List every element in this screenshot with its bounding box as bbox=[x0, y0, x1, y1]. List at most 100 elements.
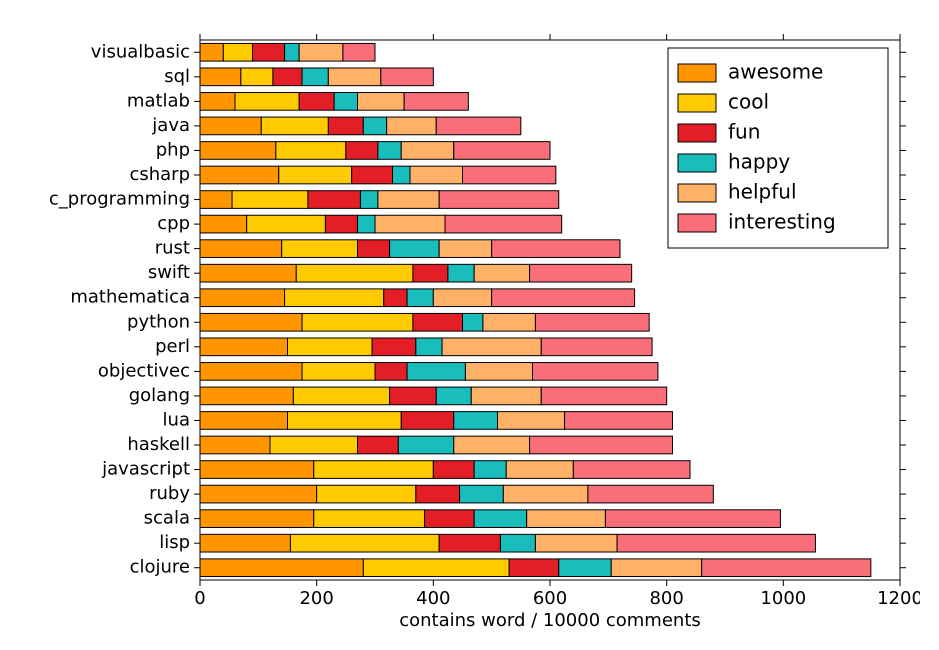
bar-segment bbox=[200, 363, 302, 381]
bar-segment bbox=[503, 485, 588, 503]
bar-segment bbox=[439, 191, 559, 209]
x-tick-label: 400 bbox=[416, 588, 450, 609]
bar-segment bbox=[533, 363, 658, 381]
bar-segment bbox=[314, 461, 434, 479]
bar-segment bbox=[296, 264, 413, 282]
bar-segment bbox=[288, 338, 373, 356]
y-tick-label: sql bbox=[164, 66, 190, 87]
bar-segment bbox=[509, 559, 559, 577]
bar-segment bbox=[527, 510, 606, 528]
x-axis-label: contains word / 10000 comments bbox=[399, 610, 701, 630]
bar-segment bbox=[471, 387, 541, 405]
bar-segment bbox=[407, 289, 433, 307]
bar-segment bbox=[285, 289, 384, 307]
bar-segment bbox=[200, 338, 288, 356]
bar-segment bbox=[530, 436, 673, 454]
x-tick-label: 1200 bbox=[877, 588, 920, 609]
bar-segment bbox=[483, 313, 535, 331]
bar-segment bbox=[200, 559, 363, 577]
bar-segment bbox=[325, 215, 357, 233]
bar-segment bbox=[358, 240, 390, 258]
bar-segment bbox=[302, 363, 375, 381]
legend-swatch bbox=[678, 184, 716, 202]
bar-segment bbox=[378, 191, 439, 209]
bar-segment bbox=[282, 240, 358, 258]
bar-segment bbox=[334, 93, 357, 111]
bar-segment bbox=[413, 313, 463, 331]
bar-segment bbox=[407, 363, 465, 381]
y-tick-label: haskell bbox=[127, 434, 190, 455]
bar-segment bbox=[492, 289, 635, 307]
bar-segment bbox=[200, 534, 290, 552]
bar-segment bbox=[299, 93, 334, 111]
legend-label: happy bbox=[728, 150, 790, 174]
bar-segment bbox=[433, 461, 474, 479]
bar-segment bbox=[500, 534, 535, 552]
bar-segment bbox=[200, 93, 235, 111]
bar-segment bbox=[270, 436, 358, 454]
bar-segment bbox=[375, 363, 407, 381]
y-tick-label: csharp bbox=[129, 164, 190, 185]
bar-segment bbox=[285, 43, 300, 61]
x-tick-label: 600 bbox=[533, 588, 567, 609]
bar-segment bbox=[454, 412, 498, 430]
bar-segment bbox=[328, 117, 363, 135]
bar-segment bbox=[358, 215, 376, 233]
y-tick-label: scala bbox=[144, 508, 190, 529]
y-tick-label: java bbox=[151, 115, 190, 136]
x-tick-label: 1000 bbox=[760, 588, 806, 609]
bar-segment bbox=[241, 68, 273, 86]
bar-segment bbox=[425, 510, 475, 528]
chart-svg: visualbasicsqlmatlabjavaphpcsharpc_progr… bbox=[20, 20, 920, 630]
bar-segment bbox=[390, 240, 440, 258]
bar-segment bbox=[200, 412, 288, 430]
bar-segment bbox=[433, 289, 491, 307]
bar-segment bbox=[279, 166, 352, 184]
bar-segment bbox=[253, 43, 285, 61]
bar-segment bbox=[299, 43, 343, 61]
y-tick-label: ruby bbox=[149, 483, 190, 504]
bar-segment bbox=[465, 363, 532, 381]
bar-segment bbox=[401, 412, 454, 430]
bar-segment bbox=[200, 142, 276, 160]
bar-segment bbox=[588, 485, 713, 503]
bar-segment bbox=[611, 559, 701, 577]
bar-segment bbox=[541, 387, 666, 405]
x-tick-label: 200 bbox=[299, 588, 333, 609]
bar-segment bbox=[404, 93, 468, 111]
y-tick-label: visualbasic bbox=[91, 41, 190, 62]
bar-segment bbox=[200, 215, 247, 233]
bar-segment bbox=[535, 313, 649, 331]
legend-swatch bbox=[678, 64, 716, 82]
bar-segment bbox=[573, 461, 690, 479]
bar-segment bbox=[541, 338, 652, 356]
y-tick-label: c_programming bbox=[49, 189, 190, 210]
y-tick-label: javascript bbox=[101, 459, 190, 480]
bar-segment bbox=[535, 534, 617, 552]
bar-segment bbox=[200, 387, 293, 405]
bar-segment bbox=[474, 510, 526, 528]
bar-segment bbox=[375, 215, 445, 233]
bar-segment bbox=[200, 43, 223, 61]
bar-segment bbox=[200, 485, 317, 503]
legend-label: interesting bbox=[728, 210, 836, 234]
bar-segment bbox=[416, 338, 442, 356]
bar-segment bbox=[442, 338, 541, 356]
bar-segment bbox=[290, 534, 439, 552]
bar-segment bbox=[261, 117, 328, 135]
y-tick-label: python bbox=[127, 311, 190, 332]
bar-segment bbox=[200, 461, 314, 479]
bar-segment bbox=[565, 412, 673, 430]
bar-segment bbox=[463, 313, 483, 331]
legend-swatch bbox=[678, 214, 716, 232]
bar-segment bbox=[474, 264, 529, 282]
bar-segment bbox=[200, 510, 314, 528]
bar-segment bbox=[384, 289, 407, 307]
y-tick-label: perl bbox=[155, 336, 190, 357]
bar-segment bbox=[200, 191, 232, 209]
legend-label: cool bbox=[728, 90, 769, 114]
bar-segment bbox=[605, 510, 780, 528]
x-tick-label: 800 bbox=[649, 588, 683, 609]
bar-segment bbox=[317, 485, 416, 503]
bar-segment bbox=[381, 68, 434, 86]
